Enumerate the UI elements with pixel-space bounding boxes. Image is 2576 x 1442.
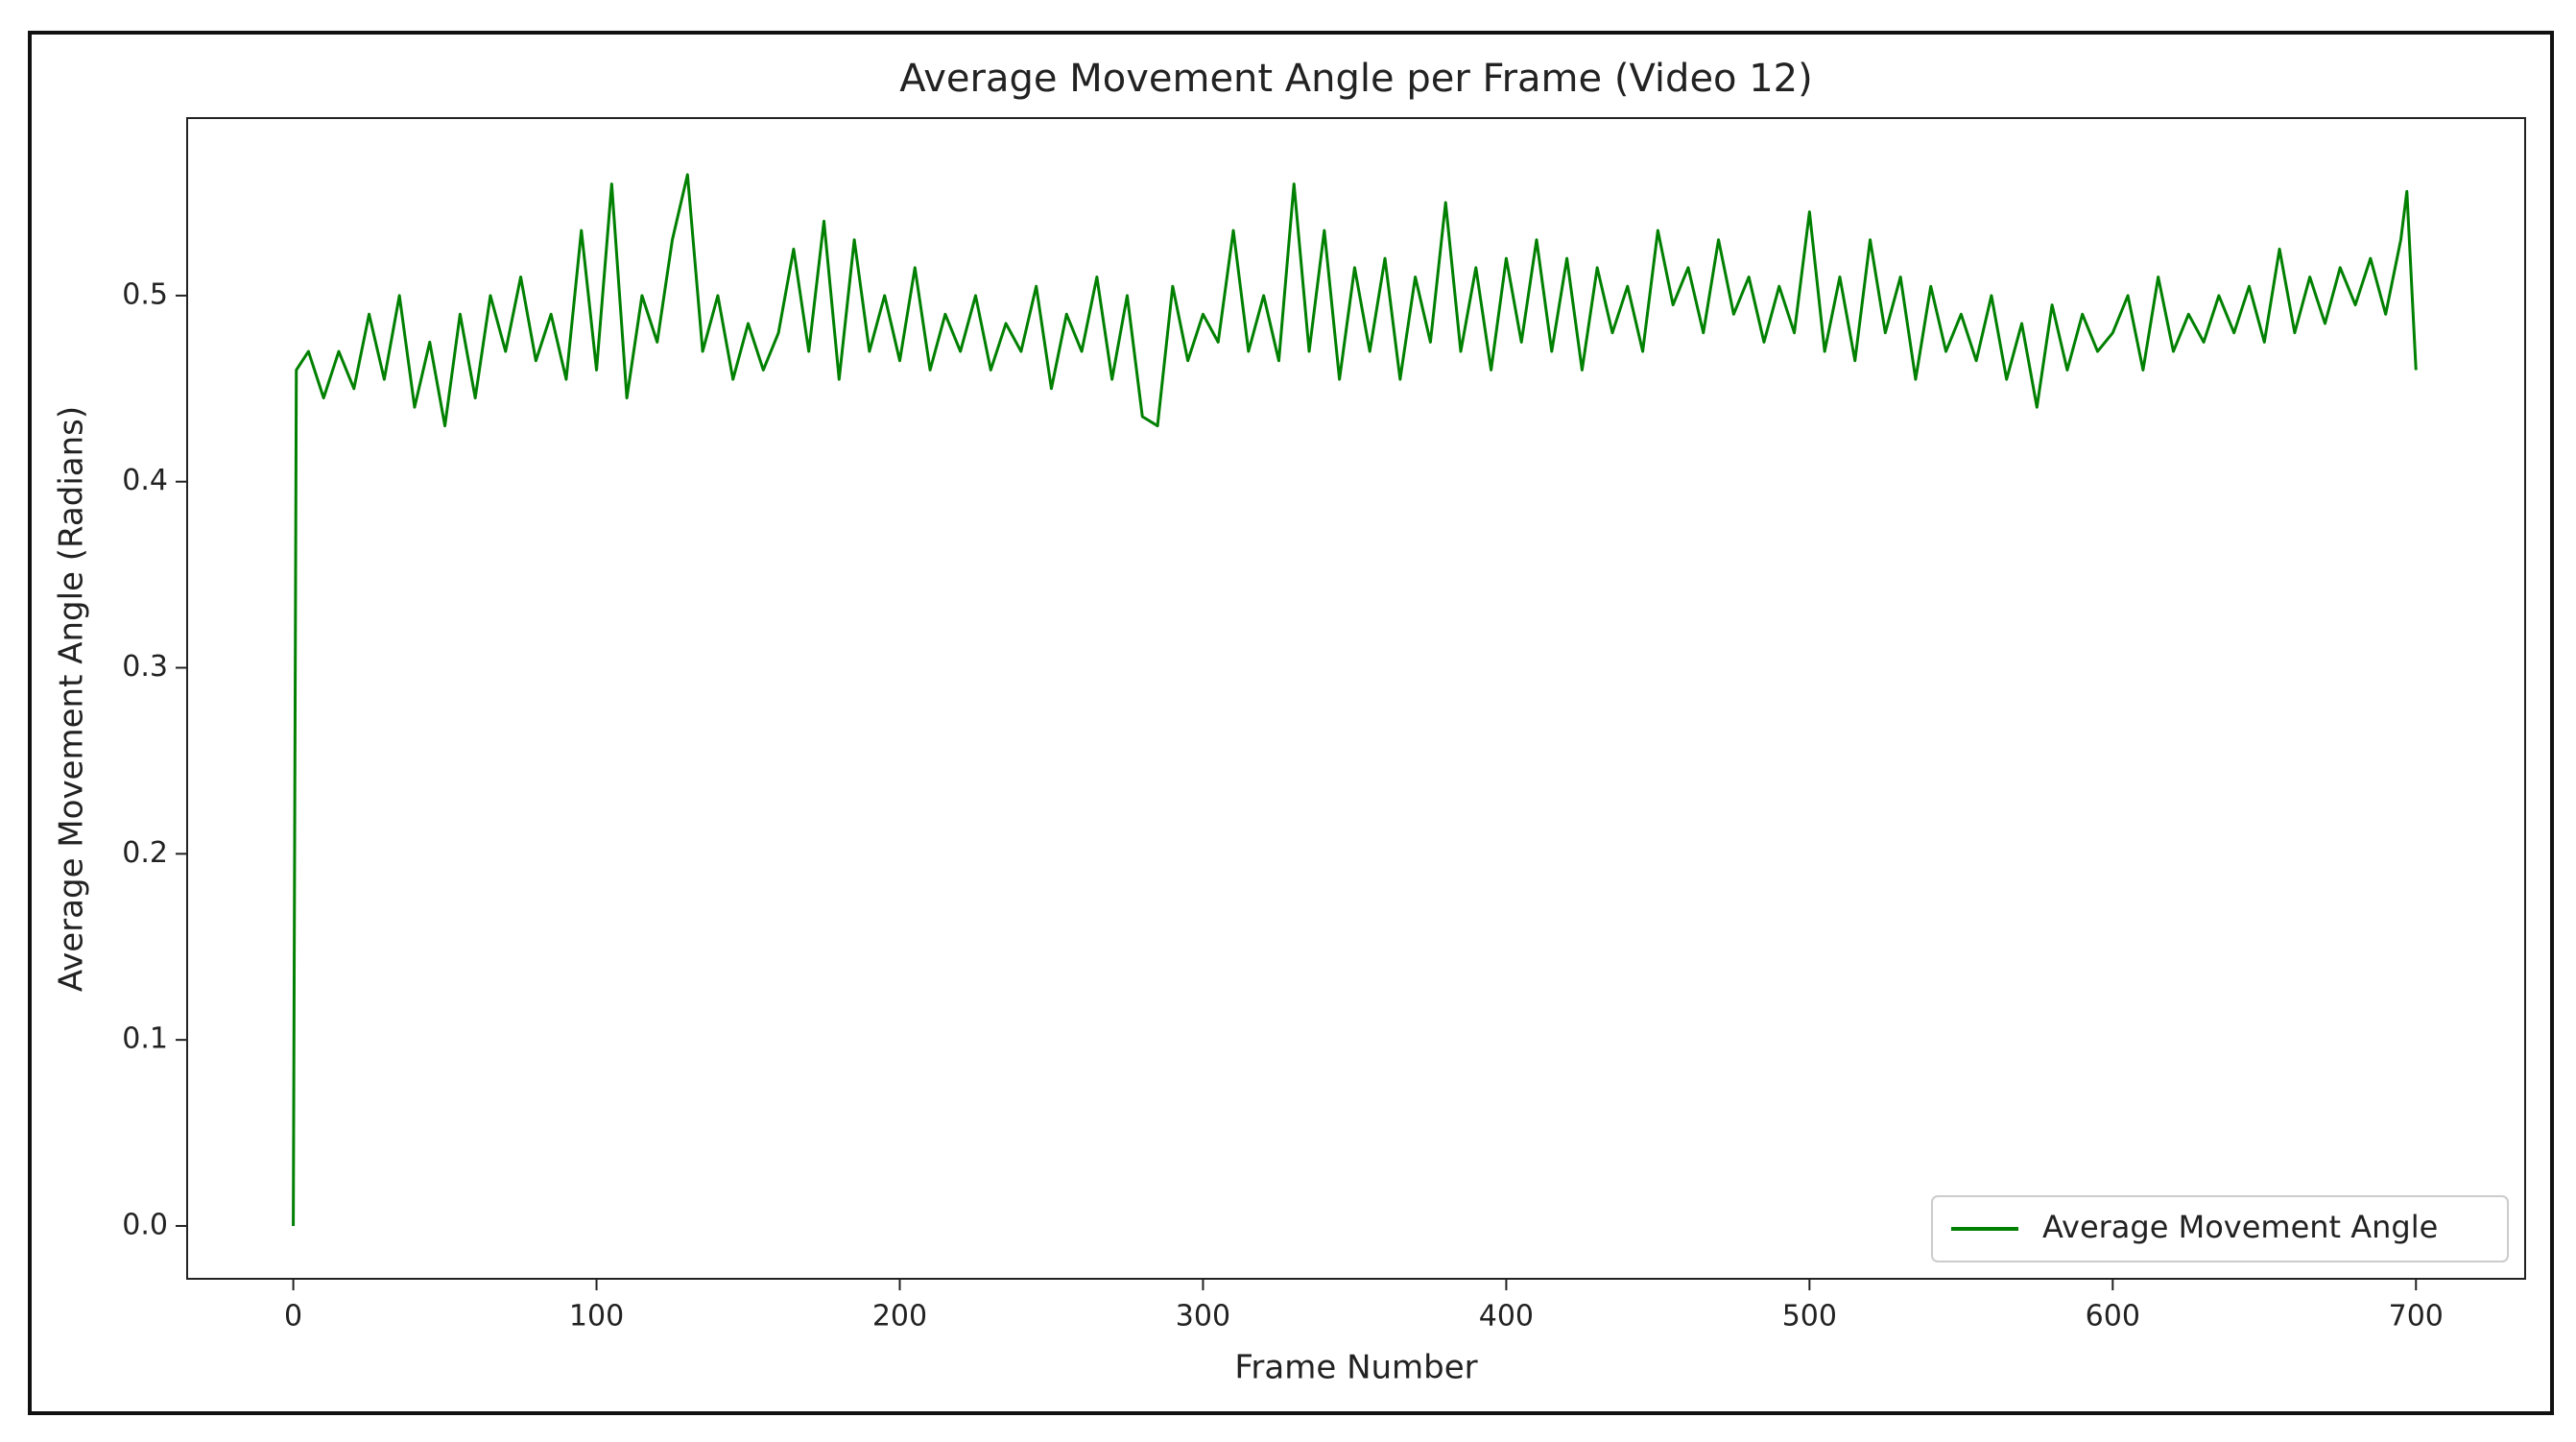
x-tick-label: 400 xyxy=(1479,1300,1534,1334)
x-tick-label: 700 xyxy=(2389,1300,2444,1334)
y-tick-label: 0.0 xyxy=(122,1208,168,1241)
y-tick-label: 0.5 xyxy=(122,277,168,311)
y-tick-label: 0.3 xyxy=(122,650,168,684)
data-line xyxy=(292,173,2418,1226)
y-axis-label: Average Movement Angle (Radians) xyxy=(53,406,91,992)
x-axis-label: Frame Number xyxy=(1234,1349,1477,1387)
chart-title: Average Movement Angle per Frame (Video … xyxy=(899,57,1813,101)
x-tick-label: 0 xyxy=(284,1300,302,1334)
x-tick-label: 500 xyxy=(1782,1300,1837,1334)
y-tick-label: 0.4 xyxy=(122,464,168,497)
outer-frame xyxy=(28,31,2554,1415)
x-tick-label: 100 xyxy=(569,1300,624,1334)
legend-box xyxy=(1931,1195,2509,1262)
x-tick-label: 600 xyxy=(2086,1300,2140,1334)
y-tick-label: 0.2 xyxy=(122,836,168,870)
plot-frame xyxy=(186,117,2526,1280)
y-tick-label: 0.1 xyxy=(122,1022,168,1056)
legend-label: Average Movement Angle xyxy=(2042,1209,2438,1245)
x-tick-label: 300 xyxy=(1176,1300,1230,1334)
x-tick-label: 200 xyxy=(872,1300,927,1334)
legend: Average Movement Angle xyxy=(1931,1195,2509,1262)
